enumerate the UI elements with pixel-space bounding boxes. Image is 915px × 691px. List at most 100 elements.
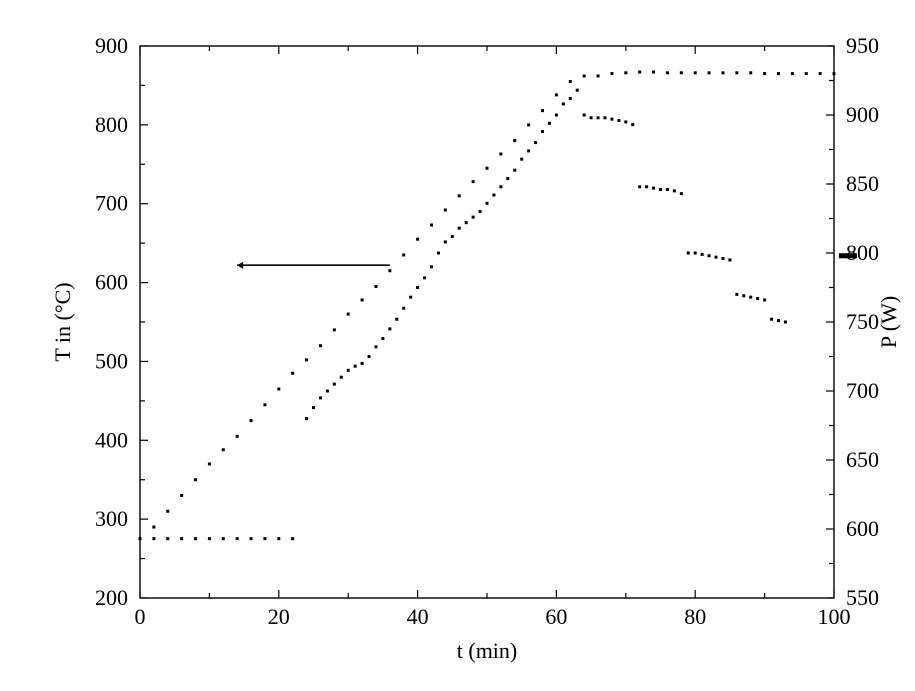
series-left-point [208,462,211,465]
series-right-point [361,362,364,365]
series-left-point [472,180,475,183]
series-right-point [305,417,308,420]
series-left-point [819,72,822,75]
series-right-point [208,537,211,540]
series-left-point [541,109,544,112]
series-right-point [486,202,489,205]
yright-tick-label: 950 [846,33,879,58]
series-left-point [513,139,516,142]
series-left-point [666,71,669,74]
series-left-point [652,71,655,74]
series-left-point [166,510,169,513]
series-right-point [590,116,593,119]
series-right-point [368,355,371,358]
series-left-point [624,71,627,74]
series-left-point [777,72,780,75]
series-left-point [263,403,266,406]
series-right-point [152,537,155,540]
series-right-point [715,256,718,259]
series-right-point [784,321,787,324]
series-left-point [236,435,239,438]
series-left-point [721,71,724,74]
series-left-point [486,167,489,170]
series-left-point [180,494,183,497]
series-right-point [680,192,683,195]
series-right-point [277,537,280,540]
series-right-point [583,114,586,117]
series-left-point [444,209,447,212]
series-left-point [569,80,572,83]
series-right-point [479,210,482,213]
series-left-point [458,194,461,197]
series-right-point [694,252,697,255]
series-left-point [708,71,711,74]
series-left-point [388,269,391,272]
series-right-point [236,537,239,540]
yleft-tick-label: 800 [95,112,128,137]
series-right-point [701,253,704,256]
yright-tick-label: 800 [846,240,879,265]
series-right-point [340,376,343,379]
series-right-point [388,327,391,330]
series-left-point [583,74,586,77]
series-left-point [291,372,294,375]
series-right-point [499,185,502,188]
series-left-point [194,478,197,481]
x-tick-label: 40 [407,604,429,629]
series-right-point [437,252,440,255]
series-right-point [652,187,655,190]
series-right-point [319,396,322,399]
series-right-point [312,406,315,409]
series-left-point [805,72,808,75]
yright-tick-label: 850 [846,171,879,196]
series-right-point [472,216,475,219]
series-right-point [263,537,266,540]
yright-tick-label: 550 [846,585,879,610]
series-left-point [402,253,405,256]
dual-axis-chart: 0204060801002003004005006007008009005506… [0,0,915,691]
series-right-point [666,188,669,191]
series-right-point [492,194,495,197]
series-right-point [569,97,572,100]
series-right-point [548,122,551,125]
series-left-point [152,526,155,529]
series-right-point [291,537,294,540]
x-tick-label: 80 [684,604,706,629]
series-right-point [562,102,565,105]
series-left-point [791,72,794,75]
series-right-point [756,297,759,300]
series-right-point [416,286,419,289]
yright-tick-label: 900 [846,102,879,127]
series-left-point [277,388,280,391]
series-right-point [749,296,752,299]
series-right-point [451,235,454,238]
yleft-tick-label: 600 [95,270,128,295]
series-left-point [694,71,697,74]
series-right-point [610,118,613,121]
series-right-point [541,130,544,133]
series-left-point [749,71,752,74]
series-right-point [139,537,142,540]
series-left-point [610,72,613,75]
series-right-point [444,240,447,243]
series-right-point [395,318,398,321]
series-right-point [735,293,738,296]
yleft-tick-label: 300 [95,506,128,531]
series-right-point [687,252,690,255]
series-left-point [305,358,308,361]
series-left-point [638,71,641,74]
series-left-point [763,72,766,75]
series-right-point [673,189,676,192]
x-axis-label: t (min) [457,638,518,663]
yleft-axis-label: T in (°C) [50,282,75,361]
series-right-point [194,537,197,540]
series-left-point [499,153,502,156]
series-left-point [333,328,336,331]
series-right-point [166,537,169,540]
series-right-point [617,119,620,122]
yleft-tick-label: 500 [95,348,128,373]
series-left-point [347,313,350,316]
x-tick-label: 60 [545,604,567,629]
series-right-point [506,177,509,180]
series-right-point [222,537,225,540]
